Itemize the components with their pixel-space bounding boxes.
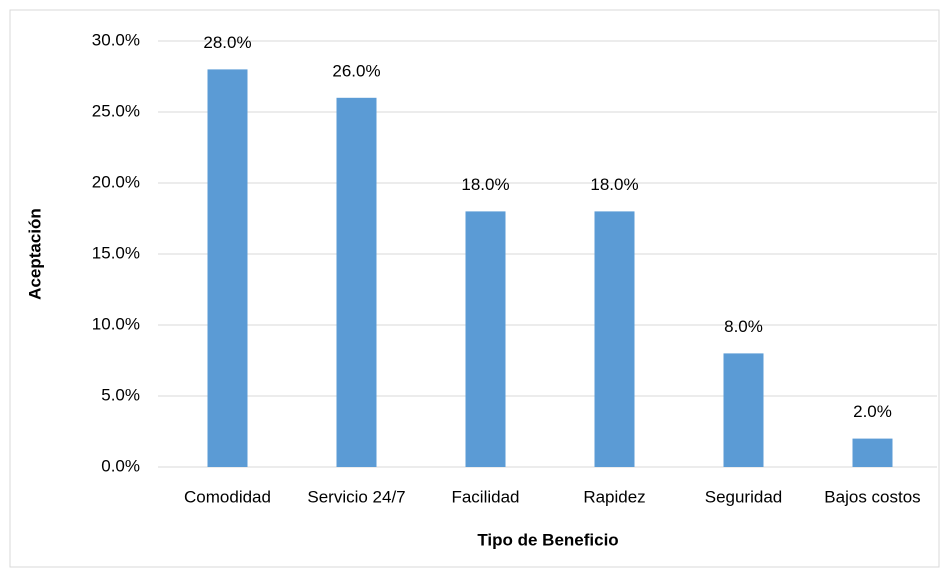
y-tick-label: 25.0% [92, 101, 140, 120]
x-tick-label: Servicio 24/7 [307, 487, 405, 506]
bar [594, 211, 635, 467]
data-label: 18.0% [461, 175, 509, 194]
bar [465, 211, 506, 467]
data-label: 8.0% [724, 317, 763, 336]
y-tick-label: 5.0% [101, 385, 140, 404]
y-tick-label: 15.0% [92, 243, 140, 262]
data-label: 2.0% [853, 402, 892, 421]
data-label: 26.0% [332, 61, 380, 80]
y-tick-label: 30.0% [92, 30, 140, 49]
y-tick-label: 10.0% [92, 314, 140, 333]
y-tick-label: 0.0% [101, 456, 140, 475]
bar [207, 69, 248, 468]
bar [723, 353, 764, 467]
y-axis-label: Aceptación [25, 208, 44, 300]
x-tick-label: Rapidez [583, 487, 645, 506]
bar [336, 97, 377, 468]
x-tick-label: Bajos costos [824, 487, 920, 506]
x-tick-label: Facilidad [451, 487, 519, 506]
x-axis-label: Tipo de Beneficio [477, 530, 618, 549]
x-tick-label: Seguridad [705, 487, 783, 506]
data-label: 28.0% [203, 33, 251, 52]
bar [852, 438, 893, 467]
x-tick-label: Comodidad [184, 487, 271, 506]
y-tick-label: 20.0% [92, 172, 140, 191]
data-label: 18.0% [590, 175, 638, 194]
